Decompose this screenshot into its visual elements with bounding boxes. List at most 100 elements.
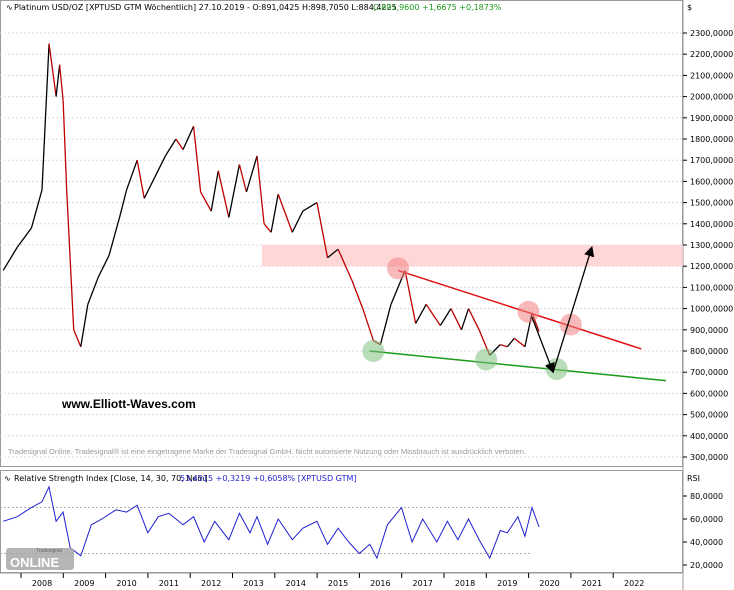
resistance-zone — [262, 245, 683, 267]
x-tick-label: 2008 — [32, 579, 52, 588]
resistance-touch-marker — [387, 257, 410, 280]
logo-text: ONLINE — [10, 555, 59, 570]
disclaimer: Tradesignal Online. Tradesignal® ist ein… — [8, 447, 526, 456]
collapse-icon[interactable]: ∿ — [6, 3, 13, 12]
price-tick-label: 900,0000 — [690, 326, 728, 335]
projection-arrow-up — [552, 245, 595, 373]
x-tick-label: 2021 — [582, 579, 602, 588]
price-tick-label: 2200,0000 — [690, 50, 733, 59]
price-segment — [175, 138, 184, 150]
price-tick-label: 1300,0000 — [690, 241, 733, 250]
price-tick-label: 1700,0000 — [690, 156, 733, 165]
price-tick-label: 1100,0000 — [690, 283, 733, 292]
price-title: Platinum USD/OZ [XPTUSD GTM Wöchentlich]… — [14, 3, 502, 12]
price-tick-label: 2100,0000 — [690, 71, 733, 80]
price-segment — [164, 138, 177, 157]
price-segment — [439, 308, 452, 326]
price-segment — [291, 210, 304, 233]
x-tick-label: 2011 — [159, 579, 179, 588]
support-touch-marker — [362, 340, 385, 362]
price-segment — [48, 43, 57, 97]
price-tick-label: 2300,0000 — [690, 29, 733, 38]
x-tick-label: 2016 — [370, 579, 390, 588]
price-segment — [41, 43, 50, 190]
rsi-title-text: Relative Strength Index [Close, 14, 30, … — [14, 474, 208, 483]
support-touch-marker — [475, 348, 498, 371]
price-segment — [16, 227, 32, 248]
price-segment — [238, 164, 248, 193]
price-segment — [415, 304, 427, 324]
tradesignal-logo: Tradesignal ONLINE — [6, 548, 74, 570]
price-segment — [327, 248, 339, 259]
price-segment — [200, 191, 212, 212]
rsi-collapse-icon[interactable]: ∿ — [4, 474, 11, 483]
rsi-axis-title: RSI — [687, 474, 700, 483]
logo-small-text: Tradesignal — [36, 548, 62, 554]
rsi-tick-label: 40,0000 — [690, 538, 723, 547]
price-tick-label: 1500,0000 — [690, 199, 733, 208]
x-tick-label: 2015 — [328, 579, 348, 588]
price-tick-label: 1200,0000 — [690, 262, 733, 271]
projection-arrow-down — [531, 316, 555, 374]
price-segment — [2, 246, 18, 271]
price-segment — [460, 308, 470, 331]
price-segment — [210, 170, 219, 212]
price-segment — [192, 126, 202, 193]
rsi-tick-label: 60,0000 — [690, 515, 723, 524]
x-tick-label: 2022 — [624, 579, 644, 588]
price-segment — [125, 159, 138, 191]
price-segment — [87, 276, 100, 305]
price-segment — [450, 308, 463, 331]
price-tick-label: 2000,0000 — [690, 93, 733, 102]
rsi-tick-label: 20,0000 — [690, 561, 723, 570]
price-segment — [500, 344, 508, 348]
price-segment — [136, 160, 145, 199]
price-segment — [316, 202, 329, 258]
price-segment — [513, 337, 526, 348]
price-segment — [425, 304, 441, 326]
price-segment — [30, 189, 43, 229]
x-tick-label: 2020 — [539, 579, 559, 588]
x-tick-label: 2009 — [74, 579, 94, 588]
rsi-line — [3, 485, 540, 560]
x-tick-label: 2019 — [497, 579, 517, 588]
rsi-change-text: 53,4515 +0,3219 +0,6058% [XPTUSD GTM] — [180, 474, 356, 483]
price-tick-label: 1800,0000 — [690, 135, 733, 144]
price-tick-label: 1900,0000 — [690, 114, 733, 123]
price-segment — [62, 100, 68, 190]
price-segment — [118, 189, 128, 218]
rsi-tick-label: 80,0000 — [690, 492, 723, 501]
price-tick-label: 1000,0000 — [690, 305, 733, 314]
price-tick-label: 800,0000 — [690, 347, 728, 356]
price-segment — [362, 308, 374, 341]
price-segment — [143, 176, 156, 199]
price-segment — [73, 329, 82, 348]
x-tick-label: 2017 — [413, 579, 433, 588]
price-segment — [108, 217, 121, 256]
price-segment — [55, 64, 61, 97]
price-segment — [97, 255, 110, 278]
price-segment — [245, 155, 258, 193]
x-tick-label: 2013 — [243, 579, 263, 588]
price-tick-label: 1400,0000 — [690, 220, 733, 229]
price-segment — [80, 304, 89, 347]
price-segment — [270, 194, 279, 233]
price-tick-label: 400,0000 — [690, 432, 728, 441]
price-tick-label: 600,0000 — [690, 389, 728, 398]
price-segment — [467, 308, 480, 331]
x-tick-label: 2018 — [455, 579, 475, 588]
price-segment — [66, 189, 75, 330]
price-segment — [154, 155, 166, 178]
price-segment — [58, 64, 64, 101]
price-title-text: Platinum USD/OZ [XPTUSD GTM Wöchentlich]… — [14, 3, 397, 12]
currency-label: $ — [687, 3, 692, 12]
price-segment — [379, 304, 392, 345]
x-tick-label: 2014 — [286, 579, 306, 588]
price-tick-label: 300,0000 — [690, 453, 728, 462]
watermark: www.Elliott-Waves.com — [61, 397, 196, 411]
price-segment — [337, 248, 353, 282]
price-segment — [302, 202, 318, 212]
x-tick-label: 2010 — [116, 579, 136, 588]
